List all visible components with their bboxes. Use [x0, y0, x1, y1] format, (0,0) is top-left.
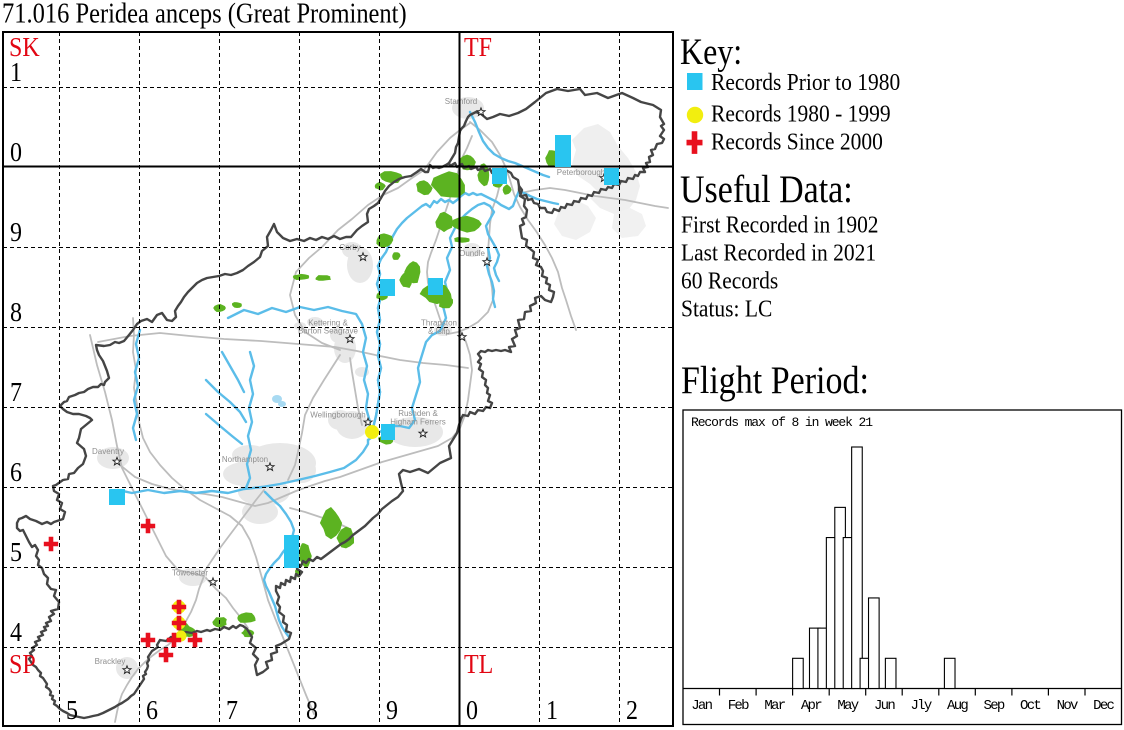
svg-text:Records max of 8 in week 21: Records max of 8 in week 21 [691, 415, 873, 430]
svg-text:TF: TF [464, 31, 492, 62]
svg-text:Nov: Nov [1057, 698, 1078, 714]
svg-text:5: 5 [66, 694, 78, 725]
svg-text:Feb: Feb [728, 698, 749, 714]
svg-text:Jly: Jly [910, 698, 931, 714]
svg-text:9: 9 [386, 694, 398, 725]
svg-text:First Recorded in 1902: First Recorded in 1902 [681, 211, 879, 239]
svg-text:9: 9 [10, 216, 22, 247]
svg-text:Status: LC: Status: LC [681, 295, 772, 323]
svg-text:0: 0 [466, 694, 478, 725]
svg-text:Daventry: Daventry [92, 447, 124, 456]
svg-text:Stamford: Stamford [445, 97, 477, 106]
svg-text:1: 1 [10, 56, 22, 87]
svg-text:8: 8 [10, 296, 22, 327]
svg-text:SP: SP [9, 648, 36, 679]
svg-text:Jun: Jun [874, 698, 895, 714]
svg-text:Jan: Jan [691, 698, 712, 714]
svg-text:& Islip: & Islip [428, 327, 450, 336]
svg-text:Useful Data:: Useful Data: [680, 167, 853, 211]
svg-text:Kettering &: Kettering & [308, 319, 348, 328]
svg-text:0: 0 [10, 136, 22, 167]
svg-text:Brackley: Brackley [95, 657, 126, 666]
svg-text:71.016 Peridea anceps (Great P: 71.016 Peridea anceps (Great Prominent) [2, 0, 407, 29]
svg-text:Higham Ferrers: Higham Ferrers [390, 418, 446, 427]
svg-text:6: 6 [146, 694, 158, 725]
svg-text:May: May [837, 698, 858, 714]
svg-text:Records Since 2000: Records Since 2000 [711, 128, 883, 156]
svg-text:Key:: Key: [680, 32, 742, 73]
svg-text:Flight Period:: Flight Period: [681, 358, 869, 402]
svg-text:Towcester: Towcester [172, 569, 208, 578]
svg-text:Aug: Aug [947, 698, 968, 714]
svg-text:Mar: Mar [764, 698, 785, 714]
svg-text:Apr: Apr [801, 698, 822, 714]
svg-text:Oct: Oct [1020, 698, 1040, 714]
svg-text:7: 7 [226, 694, 238, 725]
svg-text:Northampton: Northampton [222, 455, 268, 464]
svg-text:SK: SK [9, 31, 40, 62]
svg-text:Peterborough: Peterborough [557, 168, 605, 177]
svg-text:Wellingborough: Wellingborough [310, 411, 365, 420]
svg-text:Oundle: Oundle [459, 249, 485, 258]
svg-text:1: 1 [546, 694, 558, 725]
svg-text:Barton Seagrave: Barton Seagrave [298, 327, 359, 336]
svg-text:Sep: Sep [984, 698, 1005, 714]
svg-text:TL: TL [464, 648, 493, 679]
svg-text:Thrapston: Thrapston [421, 319, 457, 328]
svg-text:2: 2 [626, 694, 638, 725]
svg-text:Dec: Dec [1093, 698, 1114, 714]
svg-text:8: 8 [306, 694, 318, 725]
svg-text:60 Records: 60 Records [681, 267, 778, 295]
svg-text:Last Recorded in 2021: Last Recorded in 2021 [681, 239, 876, 267]
svg-text:6: 6 [10, 456, 22, 487]
svg-text:Rushden &: Rushden & [398, 409, 438, 418]
svg-text:7: 7 [10, 376, 22, 407]
svg-text:5: 5 [10, 536, 22, 567]
svg-text:Records 1980 - 1999: Records 1980 - 1999 [711, 100, 891, 128]
svg-text:Records Prior to 1980: Records Prior to 1980 [711, 69, 900, 97]
svg-text:4: 4 [10, 616, 22, 647]
